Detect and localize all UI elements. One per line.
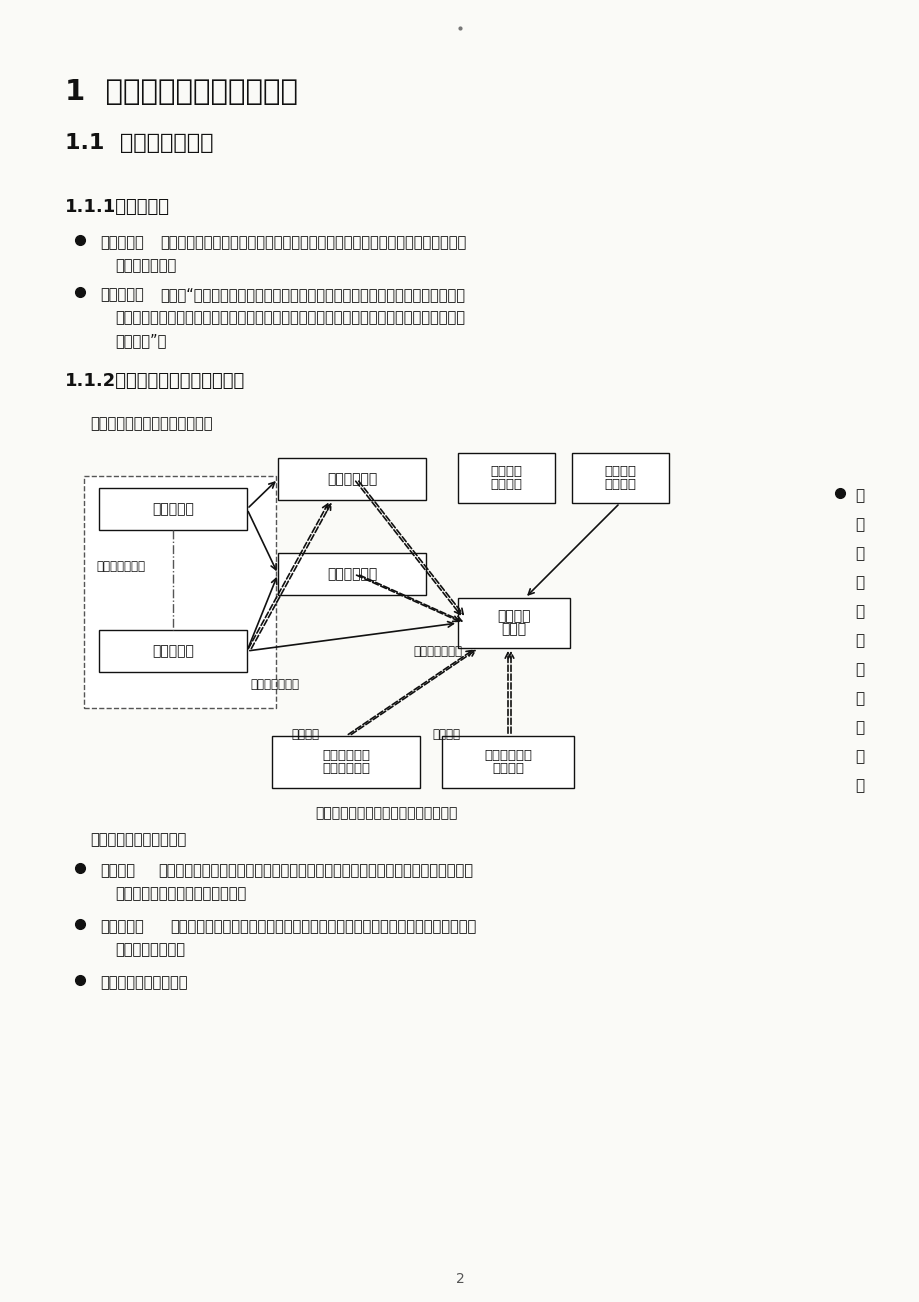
Text: 立档单位: 立档单位 [496, 609, 530, 624]
Text: 历史记录”。: 历史记录”。 [115, 333, 166, 348]
Text: 档: 档 [855, 488, 864, 503]
Text: 1.1.2与档案相关单位及组织构造: 1.1.2与档案相关单位及组织构造 [65, 372, 245, 391]
FancyBboxPatch shape [458, 598, 570, 648]
FancyBboxPatch shape [272, 736, 420, 788]
Text: 立档单位：: 立档单位： [100, 919, 143, 934]
FancyBboxPatch shape [278, 458, 425, 500]
FancyBboxPatch shape [99, 488, 246, 530]
FancyBboxPatch shape [458, 453, 554, 503]
Text: 的文件与材料。: 的文件与材料。 [115, 258, 176, 273]
Text: 直接的行政管理: 直接的行政管理 [413, 644, 461, 658]
Text: 产品供应: 产品供应 [432, 728, 460, 741]
Text: 1.1  档案与档案行业: 1.1 档案与档案行业 [65, 133, 213, 154]
Text: 务: 务 [855, 691, 864, 706]
Text: 技术、文化、等活动直接形成的对和社会有保存价值的各种文字、图表、声像等不同形式的: 技术、文化、等活动直接形成的对和社会有保存价值的各种文字、图表、声像等不同形式的 [115, 310, 464, 326]
Text: 类供应商: 类供应商 [492, 762, 524, 775]
Text: 业务监视和指导: 业务监视和指导 [250, 678, 299, 691]
Text: 案: 案 [855, 517, 864, 533]
Text: 档案是“过去和现在的机构、社会组织以及个人从事政治、军事、经济、科学、: 档案是“过去和现在的机构、社会组织以及个人从事政治、军事、经济、科学、 [160, 286, 464, 302]
Text: ：: ： [855, 575, 864, 590]
FancyBboxPatch shape [572, 453, 668, 503]
FancyBboxPatch shape [278, 553, 425, 595]
Text: 与档案相关的单位关系图如下：: 与档案相关的单位关系图如下： [90, 417, 212, 431]
Text: 各单位之间存在关系：: 各单位之间存在关系： [100, 975, 187, 990]
Text: 产品供应: 产品供应 [290, 728, 319, 741]
Text: 国家档案局: 国家档案局 [152, 503, 194, 516]
FancyBboxPatch shape [99, 630, 246, 672]
Text: 上级单位: 上级单位 [604, 478, 636, 491]
Text: 间接的行政管理: 间接的行政管理 [96, 560, 145, 573]
Text: 档案信息技术: 档案信息技术 [322, 749, 369, 762]
Text: 档案馆：: 档案馆： [100, 863, 135, 878]
Text: 立档单位: 立档单位 [604, 465, 636, 478]
Text: 为室或其它名称。: 为室或其它名称。 [115, 943, 185, 957]
Text: 案: 案 [855, 633, 864, 648]
Text: 业: 业 [855, 661, 864, 677]
Text: 宏观概念：: 宏观概念： [100, 286, 143, 302]
Text: 和: 和 [855, 779, 864, 793]
Text: 微观概念：: 微观概念： [100, 234, 143, 250]
Text: 档案信息软件: 档案信息软件 [483, 749, 531, 762]
Text: 视: 视 [855, 749, 864, 764]
Text: 综合性档案馆: 综合性档案馆 [326, 473, 377, 486]
Text: （图）档案相关单位及组织构造关系图: （图）档案相关单位及组织构造关系图 [314, 806, 457, 820]
Text: 档案是一个立档单位为适应职能活动需要而直接产生的依法归档的具有保存价值: 档案是一个立档单位为适应职能活动需要而直接产生的依法归档的具有保存价值 [160, 234, 466, 250]
Text: 2: 2 [455, 1272, 464, 1286]
FancyBboxPatch shape [84, 477, 276, 708]
Text: 1  档案管理的根底理念介绍: 1 档案管理的根底理念介绍 [65, 78, 298, 105]
Text: 档: 档 [855, 604, 864, 618]
Text: 档案室: 档案室 [501, 622, 526, 637]
Text: 其它部门: 其它部门 [490, 478, 522, 491]
Text: 局: 局 [855, 546, 864, 561]
Text: 硬件类供应商: 硬件类供应商 [322, 762, 369, 775]
Text: 指导部门，属行政单位。: 指导部门，属行政单位。 [90, 832, 186, 848]
Text: 监: 监 [855, 720, 864, 736]
FancyBboxPatch shape [441, 736, 573, 788]
Text: 档案馆、地档案馆、专业档案馆。: 档案馆、地档案馆、专业档案馆。 [115, 885, 246, 901]
Text: 集中存放社会上各单位的档案的单位，负责档案的收集和保管，属事业单位。包括: 集中存放社会上各单位的档案的单位，负责档案的收集和保管，属事业单位。包括 [158, 863, 472, 878]
Text: 1.1.1档案的概念: 1.1.1档案的概念 [65, 198, 170, 216]
Text: 产生档案的单位，一般都有档案集中保管的部门，大局部称为档案室，有的也称: 产生档案的单位，一般都有档案集中保管的部门，大局部称为档案室，有的也称 [170, 919, 476, 934]
Text: 立档单位: 立档单位 [490, 465, 522, 478]
Text: 专业性档案馆: 专业性档案馆 [326, 566, 377, 581]
Text: 地方档案局: 地方档案局 [152, 644, 194, 658]
